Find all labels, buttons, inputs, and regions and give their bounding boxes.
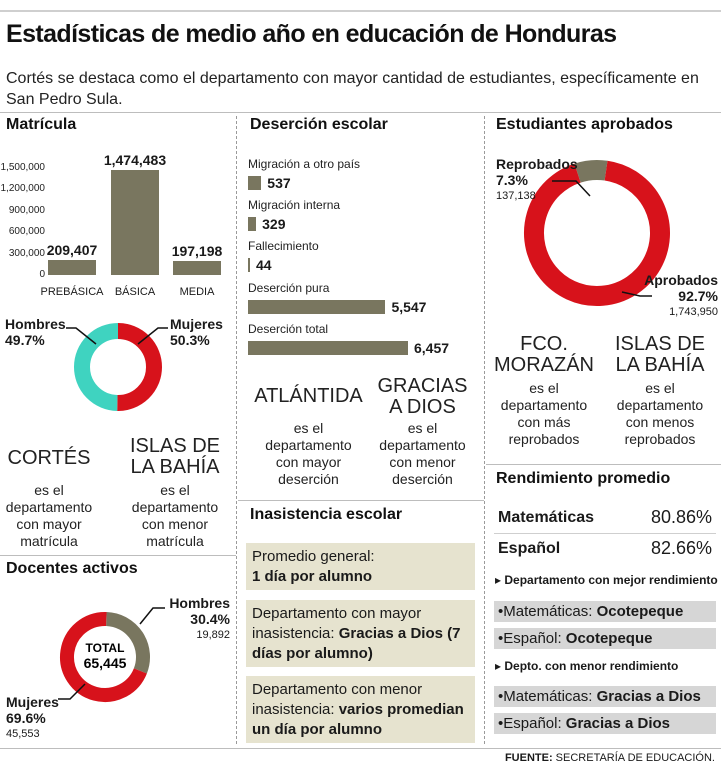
inasistencia-box-promedio: Promedio general: 1 día por alumno [246,543,475,590]
column-divider-right [484,116,485,744]
inasistencia-box-mayor: Departamento con mayor inasistencia: Gra… [246,600,475,667]
matricula-hombres-label: Hombres 49.7% [5,316,66,348]
docentes-hombres-label: Hombres 30.4% 19,892 [169,595,230,641]
matricula-bar-2 [173,260,221,275]
desercion-highest-dept: ATLÁNTIDA [254,385,363,407]
reprobados-leader [552,180,591,197]
reprobados-label: Reprobados 7.3% 137,138 [496,156,578,202]
mujeres-leader-line [137,327,168,345]
matricula-gender-slice-1 [74,323,119,411]
docentes-divider [0,555,236,556]
source-note: FUENTE: SECRETARÍA DE EDUCACIÓN. [504,752,715,764]
desercion-highest-text: es el departamento con mayor deserción [265,420,352,487]
rendimiento-subject-0: Matemáticas [498,509,595,526]
aprobados-leader [621,291,652,297]
desercion-value-1: 329 [262,216,286,232]
matricula-category-0: PREBÁSICA [40,286,104,298]
docentes-total-label: TOTAL [86,641,125,655]
matricula-mujeres-label: Mujeres 50.3% [170,316,223,348]
docentes-hombres-leader [139,607,165,625]
aprobados-heading: Estudiantes aprobados [496,116,673,133]
desercion-value-0: 537 [267,175,291,191]
aprobados-label: Aprobados 92.7% 1,743,950 [644,272,718,318]
best-spanish-row: •Español: Ocotepeque [494,628,716,649]
matricula-ytick-4: 1,200,000 [0,183,46,195]
matricula-category-2: MEDIA [179,286,215,298]
aprobados-least-failed-dept: ISLAS DE LA BAHÍA [614,333,706,376]
docentes-slice-1 [60,612,147,702]
matricula-bar-1 [111,169,159,275]
matricula-bar-0 [48,260,96,275]
worst-math-row: •Matemáticas: Gracias a Dios [494,686,716,707]
docentes-donut: TOTAL 65,445 [58,607,165,702]
rendimiento-heading: Rendimiento promedio [496,470,671,487]
section-divider [0,112,721,113]
matricula-ytick-2: 600,000 [8,226,45,238]
desercion-bar-4 [248,341,408,355]
desercion-category-0: Migración a otro país [248,157,361,171]
desercion-bar-0 [248,176,262,190]
matricula-lowest-text: es el departamento con menor matrícula [131,482,219,549]
hombres-leader-line [66,327,97,345]
matricula-ytick-1: 300,000 [8,247,45,259]
page-subtitle: Cortés se destaca como el departamento c… [6,70,699,108]
desercion-value-4: 6,457 [414,340,450,356]
aprobados-donut [524,160,670,306]
matricula-bar-label-2: 197,198 [171,242,223,259]
worst-spanish-row: •Español: Gracias a Dios [494,713,716,734]
matricula-ytick-0: 0 [39,269,45,280]
desercion-value-3: 5,547 [391,299,427,315]
worst-performance-note: ▸ Depto. con menor rendimiento [495,659,679,673]
aprobados-most-failed-dept: FCO. MORAZÁN [494,333,594,376]
inasistencia-divider [238,500,484,501]
aprobados-least-failed-text: es el departamento con menos reprobados [616,380,704,447]
desercion-bar-2 [248,258,250,272]
docentes-slice-0 [105,612,150,674]
desercion-bar-1 [248,217,257,231]
best-math-row: •Matemáticas: Ocotepeque [494,601,716,622]
matricula-ytick-5: 1,500,000 [0,162,46,173]
docentes-total-value: 65,445 [84,655,127,671]
matricula-category-1: BÁSICA [114,286,156,298]
footer-divider [0,748,721,749]
inasistencia-heading: Inasistencia escolar [250,506,403,523]
aprobados-most-failed-text: es el departamento con más reprobados [500,380,588,447]
matricula-bar-label-1: 1,474,483 [103,151,167,168]
matricula-gender-slice-0 [117,323,162,411]
desercion-category-2: Fallecimiento [248,239,319,253]
rendimiento-row-divider [494,533,716,534]
column-divider-left [236,116,237,744]
inasistencia-box-menor: Departamento con menor inasistencia: var… [246,676,475,743]
desercion-category-1: Migración interna [248,198,341,212]
desercion-lowest-text: es el departamento con menor deserción [379,420,466,487]
desercion-category-4: Deserción total [248,322,329,336]
matricula-bar-label-0: 209,407 [46,242,98,259]
matricula-heading: Matrícula [6,116,77,133]
rendimiento-subject-1: Español [498,540,561,557]
rendimiento-divider [486,464,721,465]
desercion-value-2: 44 [256,257,272,273]
docentes-mujeres-label: Mujeres 69.6% 45,553 [6,694,59,740]
rendimiento-value-1: 82.66% [650,538,712,558]
desercion-heading: Deserción escolar [250,116,388,133]
desercion-bar-3 [248,300,386,314]
desercion-category-3: Deserción pura [248,281,330,295]
matricula-highest-dept: CORTÉS [7,447,91,469]
desercion-lowest-dept: GRACIAS A DIOS [377,375,468,418]
best-performance-note: ▸ Departamento con mejor rendimiento [495,573,718,587]
matricula-ytick-3: 900,000 [8,204,45,216]
aprobados-slice-0 [574,160,608,183]
aprobados-slice-1 [524,160,670,306]
matricula-highest-text: es el departamento con mayor matrícula [5,482,93,549]
matricula-gender-donut [66,323,168,411]
page-title: Estadísticas de medio año en educación d… [6,20,617,48]
rendimiento-value-0: 80.86% [650,507,712,527]
docentes-heading: Docentes activos [6,560,138,577]
top-rule [0,10,721,12]
matricula-lowest-dept: ISLAS DE LA BAHÍA [129,435,221,478]
docentes-mujeres-leader [58,683,86,700]
